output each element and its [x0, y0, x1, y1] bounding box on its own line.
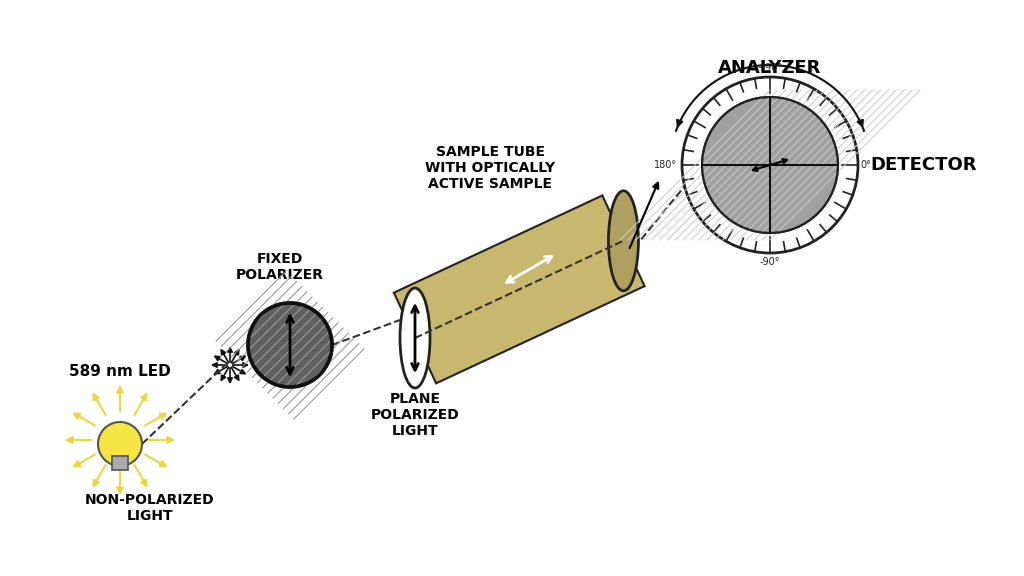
Polygon shape — [394, 195, 644, 383]
FancyBboxPatch shape — [112, 456, 128, 470]
Text: +90°: +90° — [758, 63, 782, 73]
Text: -90°: -90° — [760, 257, 780, 267]
Text: FIXED
POLARIZER: FIXED POLARIZER — [236, 252, 324, 282]
Ellipse shape — [608, 191, 638, 291]
Text: 180°: 180° — [654, 160, 677, 170]
Text: 589 nm LED: 589 nm LED — [70, 365, 171, 380]
Text: PLANE
POLARIZED
LIGHT: PLANE POLARIZED LIGHT — [371, 392, 460, 438]
Text: DETECTOR: DETECTOR — [870, 156, 977, 174]
Circle shape — [702, 97, 838, 233]
Circle shape — [98, 422, 142, 466]
Text: ANALYZER: ANALYZER — [718, 59, 821, 77]
Circle shape — [248, 303, 332, 387]
Ellipse shape — [400, 288, 430, 388]
Circle shape — [682, 77, 858, 253]
Text: 0°: 0° — [860, 160, 870, 170]
Text: NON-POLARIZED
LIGHT: NON-POLARIZED LIGHT — [85, 493, 215, 523]
Text: SAMPLE TUBE
WITH OPTICALLY
ACTIVE SAMPLE: SAMPLE TUBE WITH OPTICALLY ACTIVE SAMPLE — [425, 145, 555, 191]
